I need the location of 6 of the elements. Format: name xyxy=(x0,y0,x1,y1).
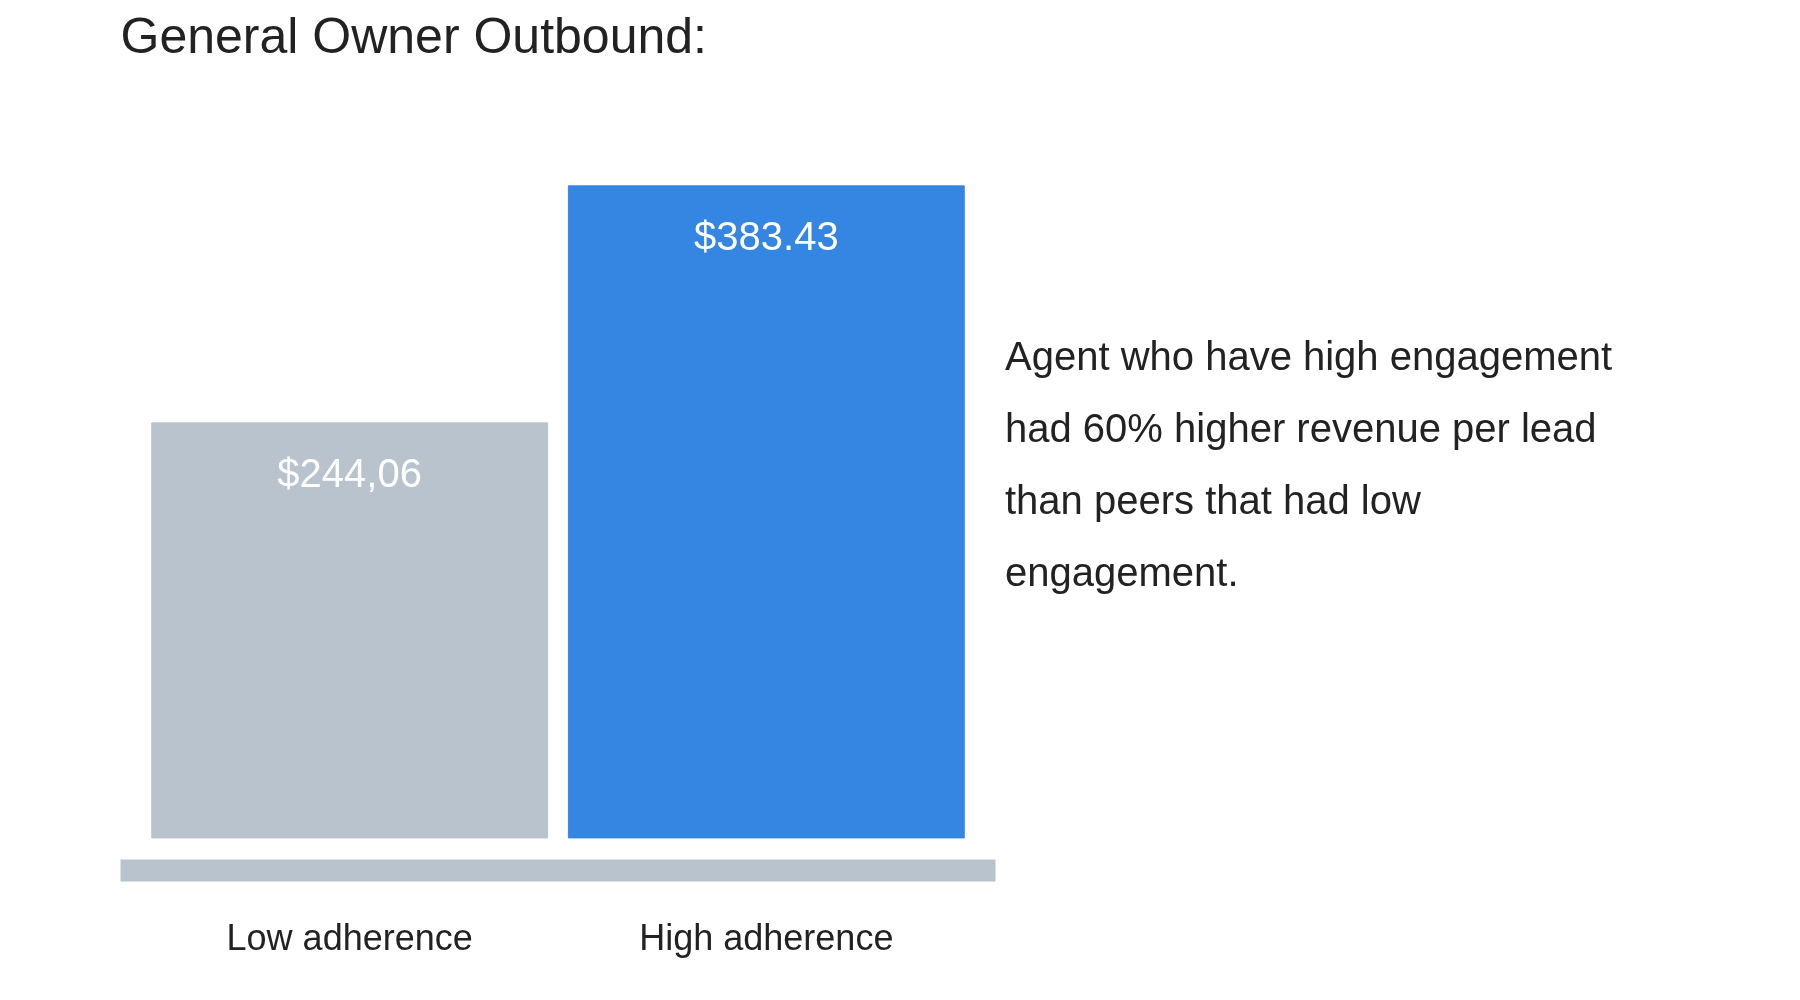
chart-title: General Owner Outbound: xyxy=(120,7,707,64)
x-tick-label: Low adherence xyxy=(226,916,473,958)
data-label: $383.43 xyxy=(694,213,839,258)
x-tick-label: High adherence xyxy=(639,916,894,958)
data-label: $244,06 xyxy=(277,450,422,495)
text: Agent who have high engagement had 60% higher revenue per lead than peers that had low engagement. xyxy=(1005,333,1614,596)
